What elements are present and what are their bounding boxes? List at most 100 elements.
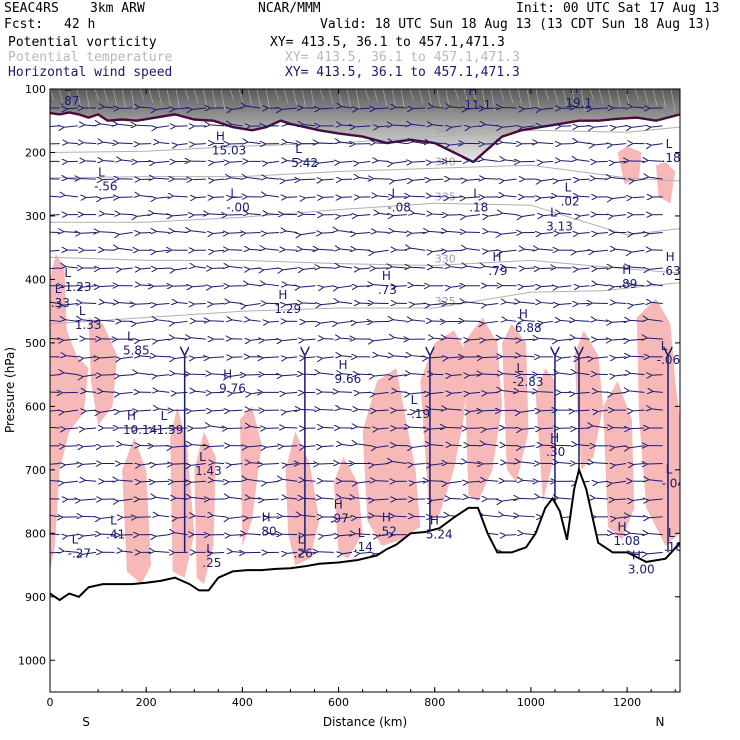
wind-vector: [558, 286, 572, 287]
pv-shaded-region: [502, 323, 529, 483]
wind-vector: [301, 231, 316, 234]
wind-vector: [410, 392, 426, 394]
x-tick-label: 0: [47, 696, 54, 709]
wind-vector: [631, 373, 645, 374]
wind-vector: [506, 535, 517, 536]
annotation-marker: L: [110, 513, 117, 527]
wind-vector: [630, 533, 645, 534]
stratosphere-streak: [50, 89, 55, 101]
wind-vector: [652, 144, 663, 146]
wind-vector: [214, 480, 225, 481]
stratosphere-streak: [373, 89, 379, 104]
wind-vector: [230, 410, 243, 411]
wind-vector: [653, 391, 663, 392]
wind-vector: [118, 124, 133, 126]
wind-vector: [593, 463, 608, 464]
annotation-value: 5.42: [291, 156, 318, 170]
wind-vector: [191, 497, 206, 499]
wind-vector: [446, 427, 462, 428]
wind-vector: [339, 302, 353, 304]
valid-time: Valid: 18 UTC Sun 18 Aug 13 (13 CDT Sun …: [320, 17, 712, 32]
wind-vector: [230, 535, 243, 536]
wind-vector: [429, 481, 444, 482]
wind-vector: [139, 339, 152, 340]
wind-vector: [501, 410, 517, 411]
stratosphere-streak: [355, 89, 361, 111]
wind-vector: [287, 285, 298, 286]
wind-vector: [174, 338, 188, 339]
wind-vector: [138, 410, 152, 411]
wind-vector: [431, 179, 444, 180]
wind-vector: [319, 161, 334, 163]
x-tick-label: 800: [424, 696, 445, 709]
stratosphere-streak: [463, 89, 469, 104]
wind-vector: [652, 409, 663, 410]
wind-vector: [506, 463, 517, 464]
annotation-value: 1.43: [195, 464, 222, 478]
stratosphere-streak: [76, 89, 82, 109]
wind-vector: [614, 499, 627, 500]
wind-vector: [522, 215, 535, 217]
wind-vector: [85, 428, 97, 429]
wind-vector: [320, 267, 334, 268]
y-tick-label: 800: [25, 527, 46, 540]
wind-vector: [434, 107, 444, 108]
wind-vector: [156, 497, 170, 499]
wind-vector: [503, 374, 517, 375]
wind-vector: [413, 179, 426, 180]
stratosphere-streak: [418, 89, 424, 104]
y-tick-label: 700: [25, 464, 46, 477]
annotation-value: .26: [294, 547, 313, 561]
wind-vector: [190, 374, 206, 375]
wind-vector: [410, 248, 426, 250]
wind-vector: [267, 195, 279, 197]
wind-vector: [81, 232, 97, 233]
annotation-value: 9.66: [335, 372, 362, 386]
wind-vector: [375, 375, 389, 376]
wind-vector: [357, 444, 371, 446]
wind-vector: [558, 179, 572, 181]
wind-vector: [119, 303, 133, 304]
wind-vector: [593, 357, 608, 359]
wind-vector: [229, 517, 243, 519]
wind-vector: [102, 197, 115, 199]
pv-shaded-region: [617, 146, 642, 185]
wind-vector: [413, 446, 426, 448]
wind-vector: [287, 552, 298, 553]
wind-vector: [251, 392, 261, 393]
wind-vector: [214, 161, 225, 162]
annotation-marker: L: [298, 533, 305, 547]
stratosphere-streak: [409, 89, 415, 101]
annotation-value: 19.1: [565, 96, 592, 110]
wind-vector: [502, 250, 517, 251]
stratosphere-streak: [139, 89, 145, 101]
stratosphere-streak: [634, 89, 640, 101]
wind-vector: [264, 339, 279, 340]
wind-vector: [411, 267, 426, 268]
wind-vector: [376, 143, 389, 144]
annotation-value: .97: [330, 512, 349, 526]
wind-vector: [466, 197, 480, 198]
wind-vector: [484, 321, 499, 323]
theta-contour-label-325: 325: [435, 295, 456, 308]
wind-vector: [522, 446, 535, 447]
wind-vector: [649, 517, 663, 518]
wind-vector: [228, 428, 243, 429]
wind-vector: [141, 268, 152, 269]
wind-vector: [613, 215, 627, 216]
wind-vector: [157, 232, 170, 233]
wind-vector: [249, 214, 261, 215]
wind-vector: [156, 535, 170, 537]
wind-vector: [102, 446, 115, 447]
wind-vector: [467, 266, 481, 268]
annotation-marker: H: [334, 498, 343, 512]
wind-vector: [396, 286, 407, 287]
wind-vector: [559, 373, 572, 375]
wind-vector: [507, 320, 517, 321]
pv-shaded-region: [636, 298, 680, 546]
wind-vector: [633, 232, 645, 233]
stratosphere-streak: [472, 89, 478, 106]
wind-vector: [394, 231, 407, 232]
wind-vector: [611, 178, 627, 180]
annotation-marker: L: [550, 206, 557, 220]
